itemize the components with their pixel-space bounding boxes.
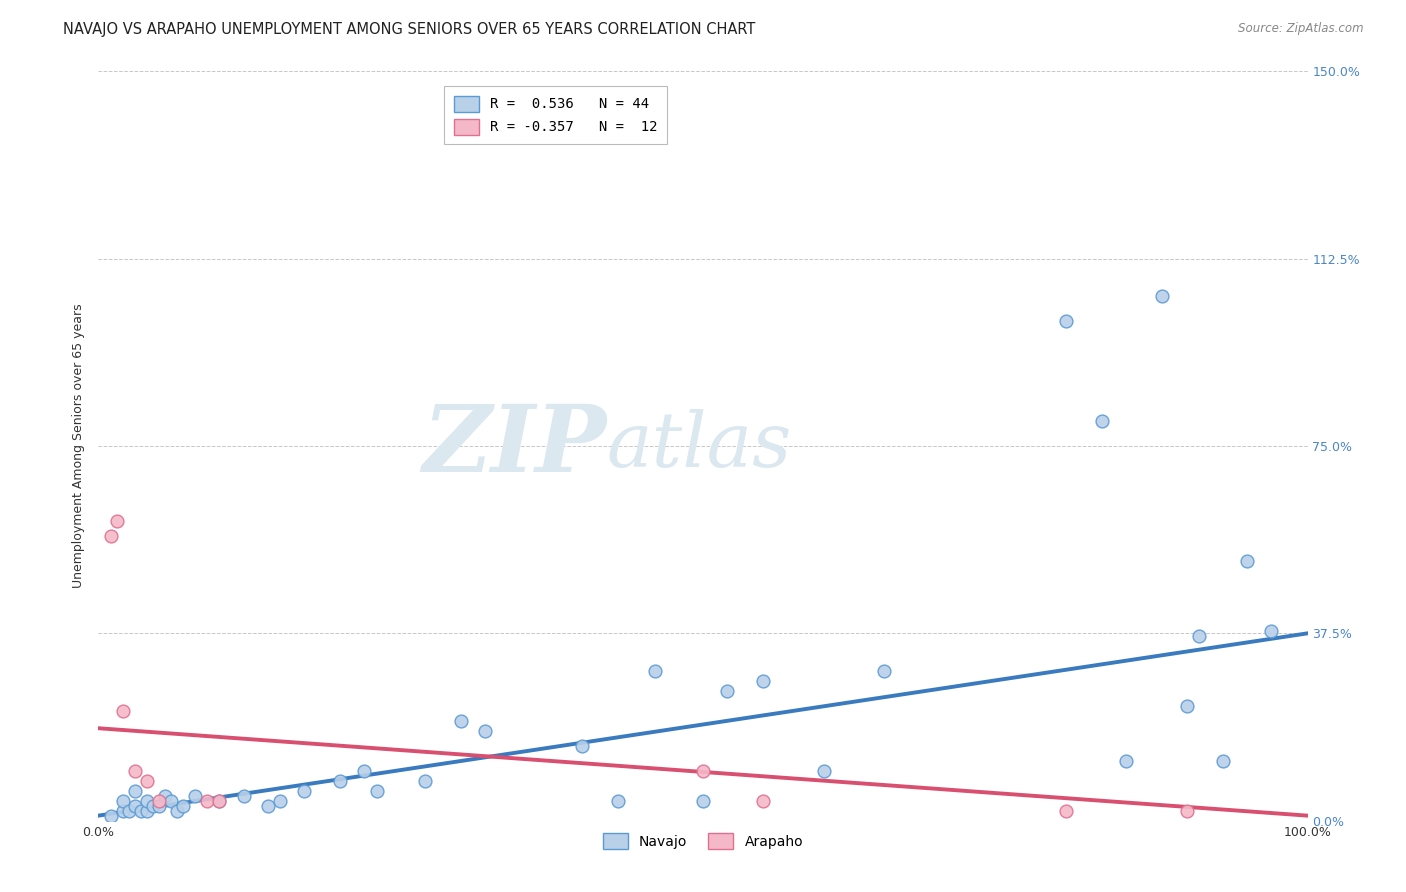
Point [111, 794, 134, 808]
Point [124, 783, 146, 797]
Point [135, 804, 157, 818]
Point [148, 798, 170, 813]
Point [571, 739, 593, 753]
Point [269, 794, 291, 808]
Point [135, 773, 157, 788]
Point [166, 804, 188, 818]
Point [172, 798, 194, 813]
Point [1091, 414, 1114, 428]
Point [129, 804, 152, 818]
Point [873, 664, 896, 678]
Point [1236, 554, 1258, 568]
Point [813, 764, 835, 778]
Point [752, 794, 775, 808]
Point [1152, 289, 1174, 303]
Point [1054, 804, 1077, 818]
Point [256, 798, 278, 813]
Point [100, 529, 122, 543]
Point [118, 804, 141, 818]
Point [1175, 804, 1198, 818]
Point [232, 789, 254, 803]
Point [1115, 754, 1137, 768]
Point [716, 683, 738, 698]
Point [124, 798, 146, 813]
Point [195, 794, 218, 808]
Point [111, 704, 134, 718]
Y-axis label: Unemployment Among Seniors over 65 years: Unemployment Among Seniors over 65 years [72, 303, 86, 589]
Point [413, 773, 436, 788]
Point [208, 794, 231, 808]
Point [474, 723, 496, 738]
Point [1212, 754, 1234, 768]
Point [644, 664, 666, 678]
Text: Source: ZipAtlas.com: Source: ZipAtlas.com [1239, 22, 1364, 36]
Point [135, 794, 157, 808]
Point [208, 794, 231, 808]
Point [1175, 698, 1198, 713]
Point [353, 764, 375, 778]
Point [1054, 314, 1077, 328]
Legend: Navajo, Arapaho: Navajo, Arapaho [593, 823, 813, 859]
Point [752, 673, 775, 688]
Point [148, 794, 170, 808]
Point [450, 714, 472, 728]
Point [142, 798, 165, 813]
Text: NAVAJO VS ARAPAHO UNEMPLOYMENT AMONG SENIORS OVER 65 YEARS CORRELATION CHART: NAVAJO VS ARAPAHO UNEMPLOYMENT AMONG SEN… [63, 22, 755, 37]
Point [292, 783, 315, 797]
Point [692, 764, 714, 778]
Point [607, 794, 630, 808]
Point [329, 773, 352, 788]
Point [160, 794, 183, 808]
Point [184, 789, 207, 803]
Point [100, 808, 122, 822]
Point [1260, 624, 1282, 638]
Point [153, 789, 176, 803]
Point [124, 764, 146, 778]
Point [105, 514, 128, 528]
Point [366, 783, 388, 797]
Text: ZIP: ZIP [422, 401, 606, 491]
Point [692, 794, 714, 808]
Text: atlas: atlas [606, 409, 792, 483]
Point [1188, 629, 1211, 643]
Point [111, 804, 134, 818]
